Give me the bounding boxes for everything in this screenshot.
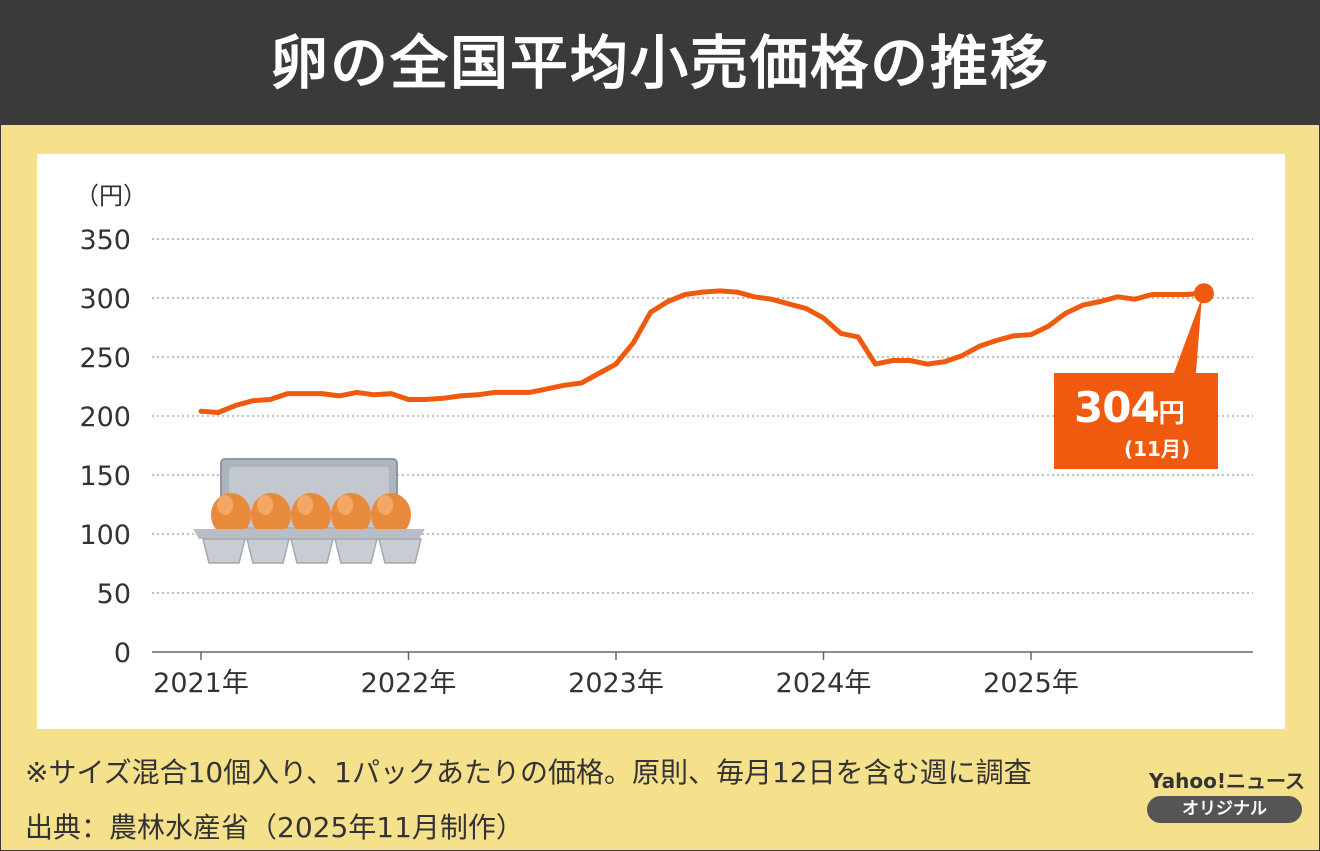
callout-value: 304円 [1074,383,1185,432]
callout-month: (11月) [1124,437,1191,461]
latest-value-callout: 304円 (11月) [1054,373,1218,469]
y-tick-label: 150 [79,461,131,492]
line-chart: 0 50 100 150 200 250 300 350 2021年 2022年 2023年 202… [75,182,1253,699]
x-tick-label: 2023年 [568,668,664,699]
chart-panel: 0 50 100 150 200 250 300 350 2021年 2022年 2023年 202… [37,154,1285,729]
x-tick-label: 2022年 [361,668,457,699]
y-tick-label: 50 [97,579,131,610]
y-tick-label: 100 [79,520,131,551]
egg-carton-icon [193,458,425,564]
callout-number: 304 [1074,383,1160,432]
y-unit-label: （円） [75,182,147,210]
callout-pointer [1173,297,1202,373]
source-credit: 出典：農林水産省（2025年11月制作） [25,811,524,844]
brand-logo: Yahoo!ニュース [1149,769,1305,793]
y-tick-label: 0 [114,638,131,669]
y-tick-label: 200 [79,402,131,433]
callout-unit: 円 [1158,399,1185,429]
page-title: 卵の全国平均小売価格の推移 [269,29,1050,97]
price-series-line [198,288,1207,415]
title-bar: 卵の全国平均小売価格の推移 [1,1,1319,125]
footnote: ※サイズ混合10個入り、1パックあたりの価格。原則、毎月12日を含む週に調査 [25,756,1032,789]
x-tick-label: 2024年 [776,668,872,699]
x-tick-label: 2025年 [983,668,1079,699]
brand-badge: オリジナル [1147,796,1302,823]
x-tick-label: 2021年 [153,668,249,699]
y-tick-label: 250 [79,343,131,374]
y-tick-label: 350 [79,225,131,256]
y-tick-label: 300 [79,284,131,315]
latest-data-point [1193,283,1214,304]
